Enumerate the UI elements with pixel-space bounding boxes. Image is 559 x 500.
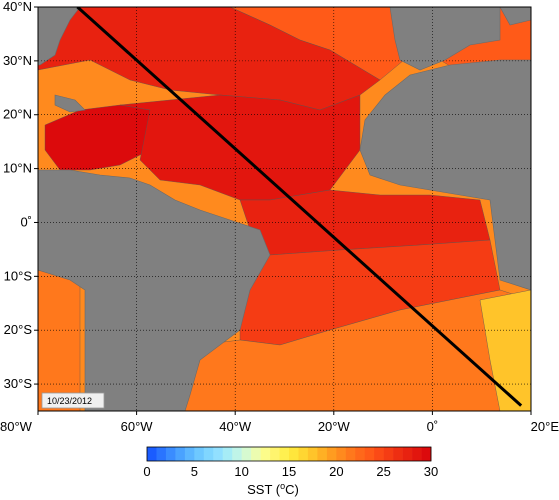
central-america-land [38,169,271,411]
colorbar-swatch [156,447,167,461]
lon-tick-label: 60°W [121,419,154,434]
colorbar-label-suffix: C) [285,482,299,497]
lat-tick-label: 10°S [4,268,33,283]
sst-zone-south-america-coast [38,269,81,411]
map-frame [37,6,532,412]
colorbar-swatch [298,447,309,461]
colorbar-tick-label: 5 [191,464,198,479]
colorbar-tick-label: 10 [234,464,248,479]
africa-land [359,59,531,291]
lat-tick-label: 30°N [3,53,32,68]
date-stamp: 10/23/2012 [41,392,105,409]
colorbar-swatch [393,447,403,461]
colorbar-label-sup: o [280,481,285,491]
date-stamp-text: 10/23/2012 [47,396,92,406]
lat-tick-label: 20°N [3,107,32,122]
colorbar-swatch [241,447,252,461]
lat-tick-label: 10°N [3,161,32,176]
lat-tick-label: 40°N [3,0,32,14]
colorbar: 0 5 10 15 20 25 30 [143,446,438,479]
colorbar-frame [146,446,432,462]
colorbar-swatch [184,447,195,461]
colorbar-tick-label: 20 [329,464,343,479]
colorbar-swatch [345,447,356,461]
colorbar-swatch [402,447,413,461]
colorbar-swatch [203,447,214,461]
cruise-track-line [76,7,523,407]
lat-tick-label: 30°S [4,376,33,391]
colorbar-swatch [307,447,318,461]
land-masses [38,7,531,411]
colorbar-swatch [383,447,394,461]
colorbar-swatch [251,447,261,461]
caribbean-islands-land [54,94,86,113]
lon-tick-label: 20°E [531,419,559,434]
colorbar-swatch [232,447,242,461]
iberia-land [499,7,531,26]
colorbar-swatch [260,447,271,461]
colorbar-swatch [412,447,422,461]
colorbar-swatch [374,447,384,461]
colorbar-swatch [222,447,233,461]
colorbar-tick-label: 0 [143,464,150,479]
sst-zone-benguela-cool [479,289,531,411]
colorbar-swatch [326,447,337,461]
map-area[interactable]: 10/23/2012 [38,7,531,411]
europe-africa-land [389,7,501,71]
lon-tick-label: 20°W [318,419,351,434]
lon-tick-label: 40°W [219,419,252,434]
lon-tick-label: 80°W [0,419,33,434]
lat-tick-label: 0˚ [20,214,32,229]
colorbar-swatch [317,447,328,461]
colorbar-swatch [213,447,224,461]
colorbar-tick-label: 30 [424,464,438,479]
longitude-axis: 80°W 60°W 40°W 20°W 0˚ 20°E [0,411,559,434]
colorbar-swatch [279,447,290,461]
colorbar-swatch [270,447,280,461]
colorbar-label: SST (oC) [247,481,299,497]
colorbar-tick-label: 15 [282,464,296,479]
colorbar-label-prefix: SST ( [247,482,281,497]
colorbar-swatch [289,447,299,461]
graticule [38,7,531,411]
lat-tick-label: 20°S [4,322,33,337]
colorbar-swatch [421,447,432,461]
colorbar-swatch [336,447,347,461]
latitude-axis: 40°N 30°N 20°N 10°N 0˚ 10°S 20°S 30°S [3,0,38,391]
colorbar-swatch [147,447,157,461]
colorbar-swatch [175,447,186,461]
lon-tick-label: 0˚ [427,419,439,434]
colorbar-swatch [165,447,176,461]
colorbar-swatch [355,447,366,461]
colorbar-tick-label: 25 [376,464,390,479]
colorbar-swatch [364,447,375,461]
colorbar-swatch [194,447,205,461]
